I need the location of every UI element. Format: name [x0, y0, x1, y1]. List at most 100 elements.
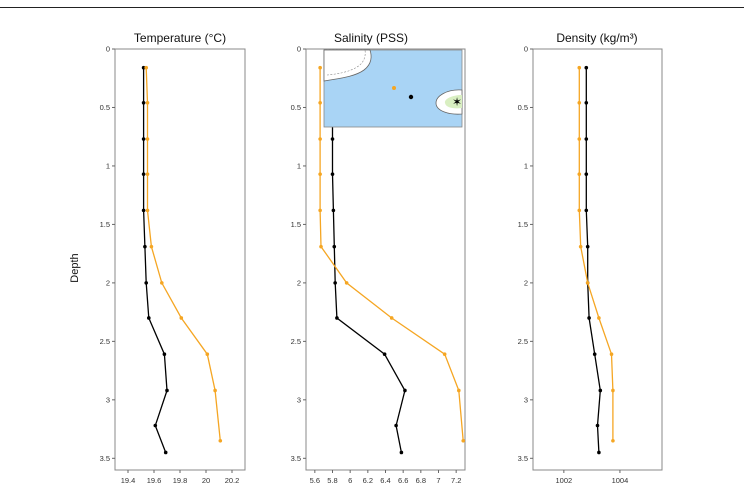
density-series-2-point	[577, 208, 582, 213]
density-y-tick-label: 3.5	[518, 454, 528, 463]
density-series-1-point	[595, 423, 600, 428]
density-series-1-point	[584, 208, 589, 213]
salinity-series-2-point	[318, 208, 322, 213]
inset-map-orange-station	[392, 86, 396, 90]
inset-map-shoreline-top-left	[326, 49, 366, 76]
temperature-series-1-point	[141, 208, 146, 213]
temperature-series-1-point	[143, 244, 147, 249]
salinity-y-tick-label: 1	[297, 161, 301, 170]
temperature-y-tick-label: 0.5	[100, 103, 110, 112]
temperature-series-2-point	[213, 388, 217, 393]
salinity-series-1-point	[330, 172, 335, 176]
inset-map-pin-icon: ✶	[452, 95, 462, 109]
density-x-ticks: 1002 1004	[556, 470, 629, 485]
salinity-x-tick-label: 5.8	[327, 476, 337, 485]
density-series-1-point	[597, 450, 601, 455]
density-y-tick-label: 0.5	[518, 103, 528, 112]
salinity-x-tick-label: 6	[348, 476, 352, 485]
temperature-y-tick-label: 2	[106, 278, 110, 287]
density-series-2-point	[597, 316, 601, 320]
density-y-tick-label: 3	[524, 395, 528, 404]
density-y-tick-label: 1	[524, 161, 528, 170]
temperature-series-1-point	[153, 423, 158, 428]
density-series-1-point	[598, 388, 603, 393]
salinity-series-2-point	[442, 352, 447, 357]
temperature-series-2-point	[218, 438, 223, 443]
temperature-series-1-point	[141, 65, 146, 70]
density-y-ticks: 0 0.5 1 1.5 2 2.5 3 3.5	[518, 45, 533, 463]
density-series-2-point	[577, 137, 582, 141]
temperature-x-ticks: 19.4 19.6 19.8 20 20.2	[121, 470, 239, 485]
density-series-2-point	[585, 281, 590, 285]
salinity-y-tick-label: 2	[297, 278, 301, 287]
salinity-y-tick-label: 3	[297, 395, 301, 404]
temperature-y-tick-label: 2.5	[100, 337, 110, 346]
salinity-series-2-point	[318, 172, 322, 176]
salinity-y-tick-label: 0.5	[291, 103, 301, 112]
density-series-1-point	[584, 65, 589, 70]
salinity-series-1-line	[331, 67, 406, 453]
salinity-x-tick-label: 6.6	[398, 476, 408, 485]
temperature-y-ticks: 0 0.5 1 1.5 2 2.5 3 3.5	[100, 45, 115, 463]
temperature-y-tick-label: 0	[106, 45, 110, 54]
density-series	[577, 65, 615, 455]
salinity-series-2-point	[344, 281, 349, 285]
density-series-2-point	[577, 100, 582, 105]
salinity-y-tick-label: 3.5	[291, 454, 301, 463]
salinity-series-2-point	[318, 100, 322, 105]
temperature-series-2-point	[145, 137, 150, 141]
salinity-series-1-point	[403, 388, 407, 393]
density-series-2-line	[578, 67, 614, 441]
temperature-series-2-point	[179, 316, 184, 320]
temperature-series-2-point	[160, 281, 164, 285]
temperature-series-2-point	[145, 172, 150, 176]
density-series-1-point	[584, 100, 589, 105]
salinity-series-1-point	[330, 137, 335, 141]
temperature-series-1-point	[162, 352, 167, 357]
temperature-series-1-point	[141, 137, 146, 141]
salinity-series-1-point	[335, 316, 339, 320]
density-series-2-point	[577, 172, 582, 176]
inset-map-land-top-left	[323, 49, 372, 82]
density-series-2-point	[577, 65, 582, 70]
salinity-x-tick-label: 7	[436, 476, 440, 485]
top-border	[0, 0, 744, 8]
salinity-x-tick-label: 6.4	[380, 476, 390, 485]
temperature-plot-frame	[114, 48, 246, 471]
density-y-tick-label: 2	[524, 278, 528, 287]
density-series-2-point	[578, 244, 583, 249]
temperature-y-tick-label: 3.5	[100, 454, 110, 463]
temperature-series	[141, 65, 223, 455]
temperature-x-tick-label: 19.4	[121, 476, 136, 485]
temperature-series-2-point	[149, 244, 154, 249]
salinity-x-tick-label: 6.2	[363, 476, 373, 485]
salinity-series-2-point	[461, 438, 466, 443]
salinity-series-1-point	[331, 208, 336, 213]
salinity-x-tick-label: 7.2	[451, 476, 461, 485]
temperature-series-2-point	[145, 208, 150, 213]
density-x-tick-label: 1004	[612, 476, 629, 485]
salinity-series-1-point	[399, 450, 404, 455]
density-series-2-point	[611, 438, 615, 443]
salinity-series-1-point	[394, 423, 398, 428]
salinity-series-2-point	[318, 137, 322, 141]
inset-map: ✶	[323, 49, 463, 128]
salinity-y-tick-label: 0	[297, 45, 301, 54]
density-series-1-point	[584, 172, 589, 176]
density-panel: Density (kg/m³) 00.511.522.533.5 1002 100…	[518, 31, 663, 485]
temperature-y-tick-label: 1	[106, 161, 110, 170]
temperature-series-2-point	[145, 100, 150, 105]
salinity-y-ticks: 0 0.5 1 1.5 2 2.5 3 3.5	[291, 45, 306, 463]
temperature-series-1-point	[147, 316, 151, 320]
density-series-1-point	[592, 352, 597, 357]
density-series-1-point	[584, 137, 589, 141]
salinity-series-1-point	[382, 352, 387, 357]
density-y-tick-label: 1.5	[518, 220, 528, 229]
density-series-1-point	[585, 244, 590, 249]
salinity-y-tick-label: 1.5	[291, 220, 301, 229]
temperature-series-1-point	[141, 172, 146, 176]
temperature-series-1-line	[142, 67, 168, 453]
salinity-panel: Salinity (PSS) 0 0.5 1 1.5 2 2.5 3 3.5 5.6 5.8 6 6…	[291, 31, 466, 485]
temperature-x-tick-label: 19.8	[173, 476, 188, 485]
